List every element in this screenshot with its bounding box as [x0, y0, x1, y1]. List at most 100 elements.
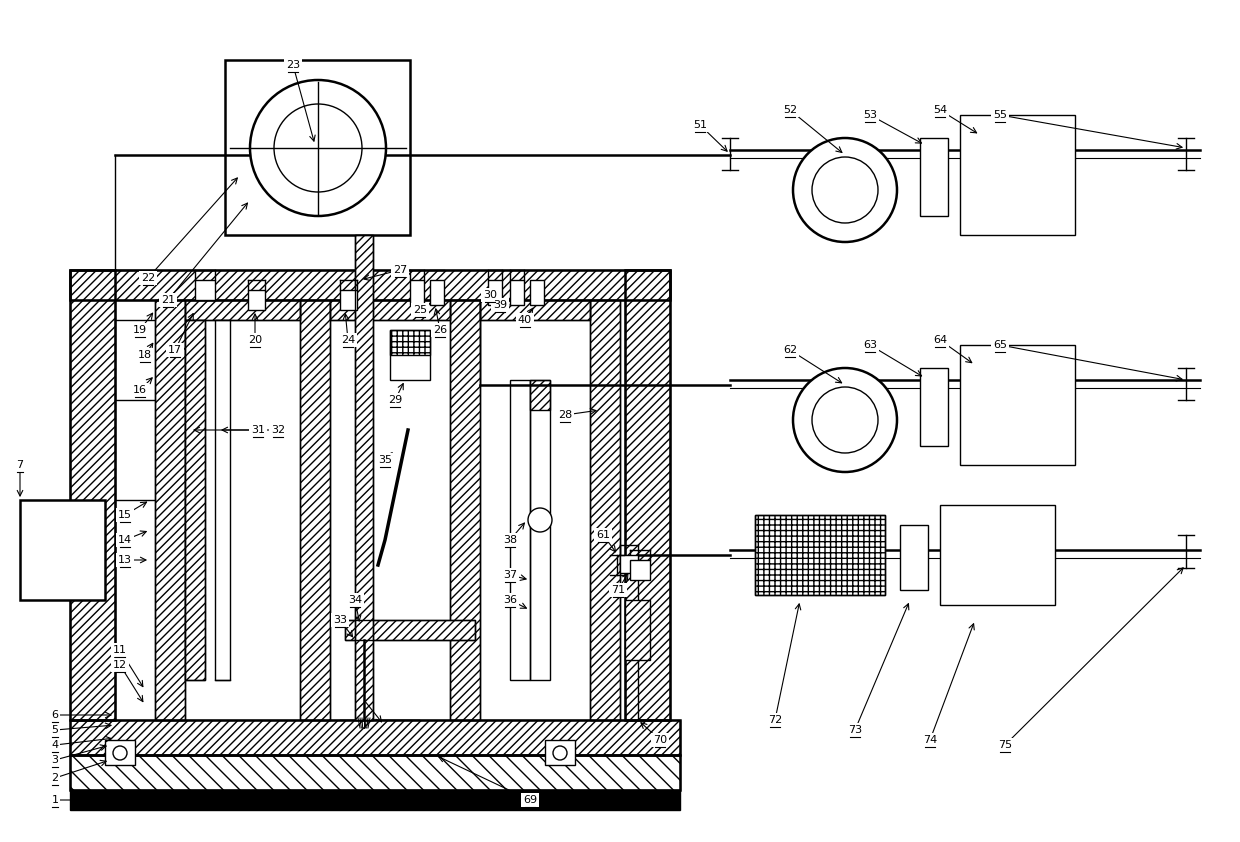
Text: 25: 25 [413, 305, 427, 315]
Text: 22: 22 [141, 273, 155, 283]
Bar [410, 280, 424, 305]
Bar [630, 560, 650, 580]
Circle shape [812, 157, 878, 223]
Text: 5: 5 [52, 725, 58, 735]
Bar [590, 300, 620, 720]
Bar [105, 740, 135, 765]
Bar [300, 300, 330, 720]
Text: 4: 4 [51, 740, 58, 750]
Bar [355, 235, 373, 720]
Bar [248, 290, 265, 310]
Text: 16: 16 [133, 385, 148, 395]
Text: 61: 61 [596, 530, 610, 540]
Text: 21: 21 [161, 295, 175, 305]
Circle shape [113, 746, 126, 760]
Text: 7: 7 [16, 460, 24, 470]
Bar [340, 290, 357, 310]
Text: 14: 14 [118, 535, 133, 545]
Bar [69, 790, 680, 810]
Text: 20: 20 [248, 335, 262, 345]
Bar [215, 320, 229, 680]
Text: 31: 31 [250, 425, 265, 435]
Text: 64: 64 [932, 335, 947, 345]
Bar [546, 740, 575, 765]
Text: 36: 36 [503, 595, 517, 605]
Circle shape [274, 104, 362, 192]
Bar [195, 280, 215, 300]
Bar [69, 720, 680, 755]
Bar [430, 280, 444, 305]
Text: 53: 53 [863, 110, 877, 120]
Text: 24: 24 [341, 335, 355, 345]
Circle shape [794, 368, 897, 472]
Text: 69: 69 [523, 795, 537, 805]
Bar [345, 620, 475, 640]
Text: 63: 63 [863, 340, 877, 350]
Bar [69, 755, 680, 790]
Text: 18: 18 [138, 350, 153, 360]
Bar [480, 300, 590, 320]
Bar [960, 345, 1075, 465]
Circle shape [528, 508, 552, 532]
Circle shape [794, 138, 897, 242]
Text: 37: 37 [503, 570, 517, 580]
Bar [920, 368, 949, 446]
Bar [20, 500, 105, 600]
Bar [391, 330, 430, 355]
Text: 28: 28 [558, 410, 572, 420]
Bar [480, 300, 590, 320]
Bar [625, 270, 670, 720]
Text: 26: 26 [433, 325, 448, 335]
Text: 23: 23 [286, 60, 300, 70]
Text: 27: 27 [393, 265, 407, 275]
Bar [590, 300, 620, 720]
Text: 33: 33 [334, 615, 347, 625]
Bar [755, 515, 885, 595]
Bar [940, 505, 1055, 605]
Text: 1: 1 [52, 795, 58, 805]
Bar [920, 138, 949, 216]
Bar [330, 300, 450, 320]
Text: 75: 75 [998, 740, 1012, 750]
Bar [529, 380, 551, 680]
Circle shape [250, 80, 386, 216]
Text: 70: 70 [653, 735, 667, 745]
Text: 71: 71 [611, 585, 625, 595]
Text: 3: 3 [52, 755, 58, 765]
Bar [69, 270, 670, 300]
Text: 40: 40 [518, 315, 532, 325]
Text: 17: 17 [167, 345, 182, 355]
Text: 52: 52 [782, 105, 797, 115]
Text: 62: 62 [782, 345, 797, 355]
Bar [900, 525, 928, 590]
Bar [450, 300, 480, 720]
Polygon shape [340, 720, 420, 755]
Circle shape [812, 387, 878, 453]
Bar [185, 300, 300, 320]
Text: 15: 15 [118, 510, 131, 520]
Bar [185, 300, 300, 320]
Bar [510, 280, 525, 305]
Bar [625, 270, 670, 720]
Text: 39: 39 [494, 300, 507, 310]
Text: 6: 6 [52, 710, 58, 720]
Text: 38: 38 [503, 535, 517, 545]
Bar [755, 515, 885, 595]
Bar [345, 620, 475, 640]
Bar [529, 380, 551, 410]
Text: 73: 73 [848, 725, 862, 735]
Bar [300, 300, 330, 720]
Bar [224, 60, 410, 235]
Bar [155, 300, 185, 720]
Bar [155, 300, 185, 720]
Bar [69, 270, 670, 300]
Bar [330, 300, 450, 320]
Circle shape [553, 746, 567, 760]
Text: 29: 29 [388, 395, 402, 405]
Text: 2: 2 [51, 773, 58, 783]
Bar [185, 320, 205, 680]
Bar [450, 300, 480, 720]
Bar [529, 280, 544, 305]
Bar [510, 380, 529, 680]
Bar [620, 555, 639, 573]
